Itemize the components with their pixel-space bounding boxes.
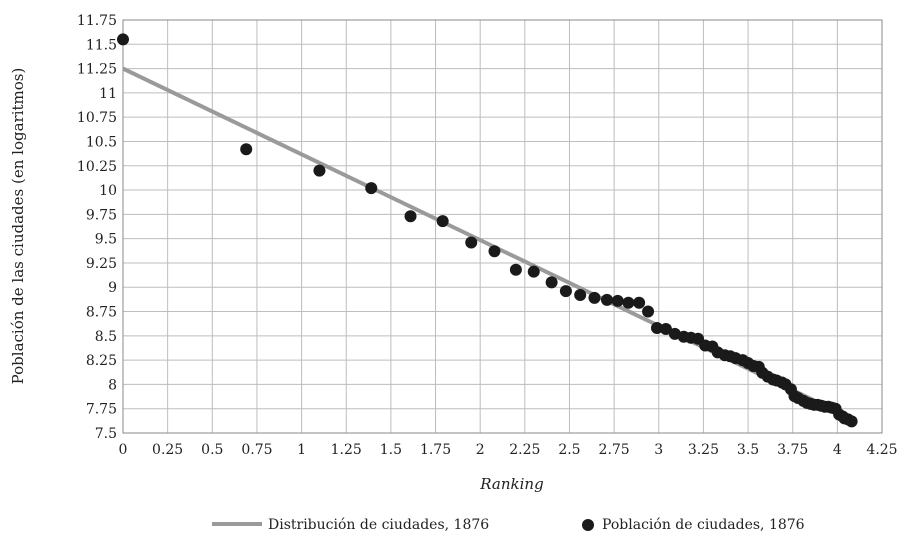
y-tick-label: 8.25	[86, 353, 117, 369]
y-tick-label: 9.5	[95, 232, 117, 248]
y-tick-label: 9.75	[86, 207, 117, 223]
data-point	[642, 305, 655, 318]
y-tick-label: 7.75	[86, 402, 117, 418]
data-point	[559, 285, 572, 298]
data-point	[622, 296, 635, 309]
y-tick-label: 11.5	[86, 37, 117, 53]
y-tick-label: 8.75	[86, 305, 117, 321]
x-tick-label: 3.25	[688, 442, 719, 458]
y-tick-label: 9.25	[86, 256, 117, 272]
x-tick-label: 2.25	[509, 442, 540, 458]
data-point	[465, 236, 478, 249]
data-point	[404, 210, 417, 223]
data-points-layer	[117, 33, 858, 428]
y-tick-label: 10.25	[77, 159, 117, 175]
y-tick-label: 10.5	[86, 134, 117, 150]
data-point	[545, 276, 558, 289]
legend-label-line: Distribución de ciudades, 1876	[268, 517, 489, 533]
y-tick-label: 11.75	[77, 13, 117, 29]
x-tick-label: 2	[476, 442, 485, 458]
data-point	[117, 33, 129, 46]
y-tick-label: 8.5	[95, 329, 117, 345]
data-point	[509, 263, 522, 276]
data-point	[574, 289, 587, 302]
legend-point-swatch	[582, 519, 594, 531]
x-tick-label: 0	[119, 442, 128, 458]
x-tick-label: 3.75	[777, 442, 808, 458]
x-tick-label: 1.75	[420, 442, 451, 458]
x-tick-label: 2.5	[558, 442, 580, 458]
x-tick-labels: 0 0.25 0.5 0.75 1 1.25 1.5 1.75 2 2.25 2.5 2.75 3 3.2…	[119, 442, 898, 458]
x-tick-label: 1.25	[331, 442, 362, 458]
x-tick-label: 3	[654, 442, 663, 458]
x-tick-label: 0.25	[152, 442, 183, 458]
y-tick-label: 8	[108, 377, 117, 393]
x-tick-label: 0.75	[241, 442, 272, 458]
data-point	[527, 265, 540, 278]
y-tick-label: 10	[99, 183, 117, 199]
x-tick-label: 4	[833, 442, 842, 458]
data-point	[436, 215, 449, 228]
data-point	[659, 323, 672, 336]
data-point	[313, 164, 326, 177]
grid-lines	[122, 19, 883, 434]
x-tick-label: 1.5	[380, 442, 402, 458]
y-tick-label: 7.5	[95, 426, 117, 442]
x-tick-label: 1	[297, 442, 306, 458]
data-point	[488, 245, 501, 258]
x-tick-label: 0.5	[201, 442, 223, 458]
legend: Distribución de ciudades, 1876 Población…	[212, 517, 805, 533]
plot-border	[122, 19, 883, 434]
y-tick-label: 11	[99, 86, 117, 102]
y-tick-labels: 11.75 11.5 11.25 11 10.75 10.5 10.25 10 9.75 9.5 9…	[77, 13, 117, 442]
data-point	[633, 296, 646, 309]
x-tick-label: 4.25	[866, 442, 897, 458]
data-point	[240, 143, 253, 156]
y-tick-label: 10.75	[77, 110, 117, 126]
data-point	[600, 293, 613, 306]
data-point	[650, 322, 663, 335]
x-axis-title: Ranking	[479, 475, 543, 493]
legend-label-points: Población de ciudades, 1876	[602, 517, 805, 533]
y-tick-label: 9	[108, 280, 117, 296]
y-axis-title: Población de las ciudades (en logaritmos…	[9, 68, 27, 385]
data-point	[588, 291, 601, 304]
data-point	[611, 294, 624, 307]
x-tick-label: 3.5	[737, 442, 759, 458]
y-tick-label: 11.25	[77, 62, 117, 78]
data-point	[845, 415, 858, 428]
x-tick-label: 2.75	[599, 442, 630, 458]
data-point	[365, 182, 378, 195]
